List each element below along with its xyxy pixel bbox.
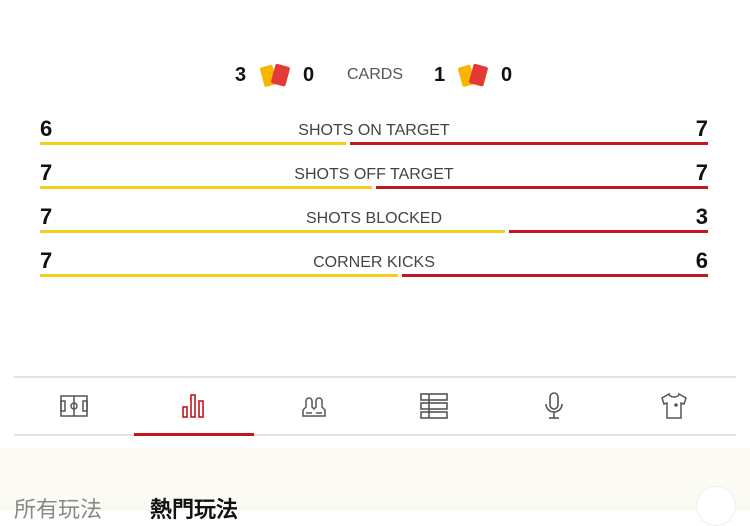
microphone-icon — [545, 392, 563, 419]
circle-button[interactable] — [696, 486, 736, 526]
away-value: 7 — [695, 160, 708, 185]
home-value: 7 — [40, 248, 53, 273]
stat-label: SHOTS ON TARGET — [298, 122, 450, 139]
tab-players[interactable] — [254, 378, 374, 434]
away-value: 6 — [695, 248, 708, 273]
pitch-icon — [60, 395, 88, 417]
stat-label: SHOTS OFF TARGET — [294, 166, 454, 183]
tab-commentary[interactable] — [494, 378, 614, 434]
players-icon — [302, 397, 326, 417]
away-bar — [508, 230, 708, 233]
away-red-cards: 0 — [501, 64, 513, 86]
cards-label: CARDS — [346, 66, 403, 83]
tab-team[interactable] — [614, 378, 734, 434]
away-yellow-cards: 1 — [434, 64, 446, 86]
away-bar — [350, 142, 708, 145]
home-value: 7 — [40, 204, 53, 229]
home-red-cards: 0 — [303, 64, 315, 86]
home-bar — [40, 186, 372, 189]
stat-label: SHOTS BLOCKED — [305, 210, 443, 227]
home-bar — [40, 142, 347, 145]
tab-stats[interactable] — [134, 378, 254, 436]
cards-icon — [458, 63, 488, 87]
tab-all-markets[interactable]: 所有玩法 — [14, 497, 103, 522]
away-bar — [401, 274, 708, 277]
home-yellow-cards: 3 — [235, 64, 247, 86]
home-bar — [40, 230, 505, 233]
home-bar — [40, 274, 398, 277]
tab-hot-markets[interactable]: 熱門玩法 — [150, 497, 239, 522]
cards-icon — [260, 63, 290, 87]
tab-lineup[interactable] — [14, 378, 134, 434]
cards-summary: 3 0 CARDS 1 0 — [0, 62, 750, 90]
stat-row: 7 CORNER KICKS 6 — [40, 248, 708, 288]
away-value: 3 — [695, 204, 708, 229]
tab-bar — [14, 376, 736, 436]
away-value: 7 — [695, 116, 708, 141]
stat-label: CORNER KICKS — [313, 254, 435, 271]
bar-chart-icon — [182, 394, 204, 418]
betting-panel: 所有玩法 熱門玩法 — [0, 448, 750, 526]
list-icon — [420, 393, 448, 419]
tab-standings[interactable] — [374, 378, 494, 434]
home-value: 6 — [40, 116, 53, 141]
away-bar — [376, 186, 708, 189]
stat-row: 6 SHOTS ON TARGET 7 — [40, 116, 708, 156]
stat-row: 7 SHOTS OFF TARGET 7 — [40, 160, 708, 200]
home-value: 7 — [40, 160, 53, 185]
jersey-icon — [661, 392, 687, 419]
stat-row: 7 SHOTS BLOCKED 3 — [40, 204, 708, 244]
